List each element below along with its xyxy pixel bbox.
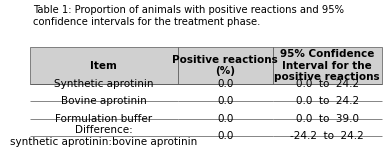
Text: Synthetic aprotinin: Synthetic aprotinin [54,79,154,89]
Text: 0.0  to  39.0: 0.0 to 39.0 [296,114,359,124]
Text: 95% Confidence
Interval for the
positive reactions: 95% Confidence Interval for the positive… [274,49,380,82]
Text: 0.0: 0.0 [217,79,233,89]
Text: -24.2  to  24.2: -24.2 to 24.2 [290,131,364,141]
Text: 0.0: 0.0 [217,96,233,106]
Text: Difference:
synthetic aprotinin:bovine aprotinin: Difference: synthetic aprotinin:bovine a… [10,125,197,147]
Bar [273,47,382,84]
Text: 0.0  to  24.2: 0.0 to 24.2 [296,79,359,89]
Text: 0.0  to  24.2: 0.0 to 24.2 [296,96,359,106]
Text: 0.0: 0.0 [217,114,233,124]
Text: Item: Item [90,60,117,71]
Bar [178,47,273,84]
Text: Bovine aprotinin: Bovine aprotinin [61,96,147,106]
Text: Table 1: Proportion of animals with positive reactions and 95% confidence interv: Table 1: Proportion of animals with posi… [33,5,344,27]
Text: 0.0: 0.0 [217,131,233,141]
Text: Positive reactions
(%): Positive reactions (%) [172,55,278,76]
Text: Formulation buffer: Formulation buffer [55,114,152,124]
Bar [30,47,178,84]
